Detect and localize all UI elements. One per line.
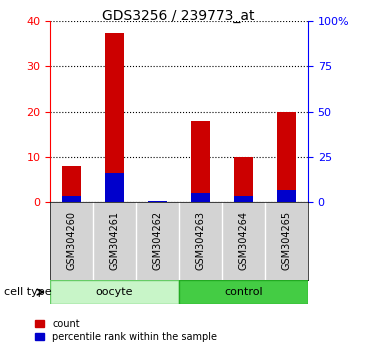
- Bar: [277, 112, 296, 202]
- Text: cell type: cell type: [4, 287, 51, 297]
- Bar: [191, 120, 210, 202]
- Text: GSM304264: GSM304264: [239, 211, 249, 270]
- Text: GSM304265: GSM304265: [282, 211, 292, 270]
- Bar: [105, 33, 124, 202]
- Bar: [234, 156, 253, 202]
- Bar: [148, 201, 167, 202]
- Bar: [191, 193, 210, 202]
- Text: control: control: [224, 287, 263, 297]
- Text: GSM304261: GSM304261: [109, 211, 119, 270]
- Text: GDS3256 / 239773_at: GDS3256 / 239773_at: [102, 9, 255, 23]
- Bar: [148, 201, 167, 202]
- Bar: [179, 280, 308, 304]
- Bar: [62, 196, 81, 202]
- Bar: [62, 166, 81, 202]
- Text: GSM304263: GSM304263: [196, 211, 206, 270]
- Text: GSM304262: GSM304262: [152, 211, 162, 270]
- Bar: [277, 190, 296, 202]
- Text: GSM304260: GSM304260: [66, 211, 76, 270]
- Text: oocyte: oocyte: [96, 287, 133, 297]
- Bar: [105, 173, 124, 202]
- Bar: [50, 280, 179, 304]
- Bar: [234, 196, 253, 202]
- Legend: count, percentile rank within the sample: count, percentile rank within the sample: [35, 319, 217, 342]
